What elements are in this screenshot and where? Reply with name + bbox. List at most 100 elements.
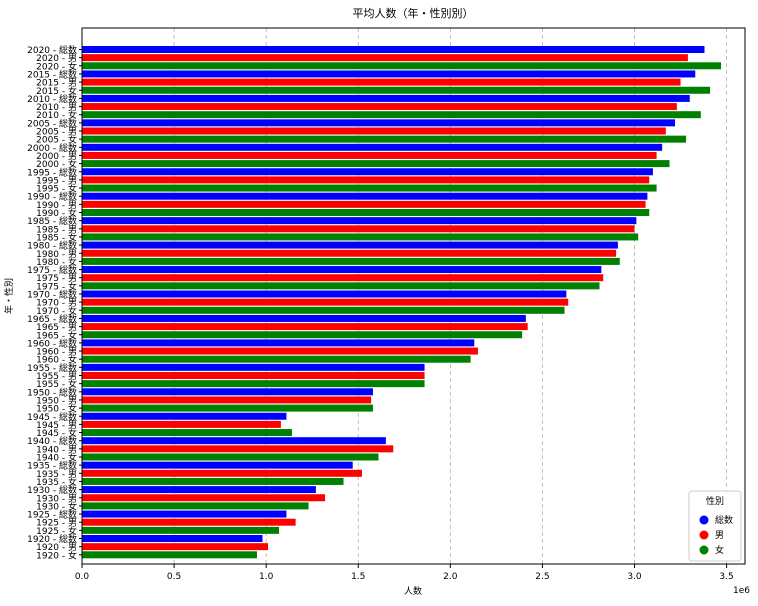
bar (82, 54, 688, 62)
bar (82, 543, 269, 551)
bar (82, 160, 670, 168)
bar (82, 461, 353, 469)
bar (82, 494, 326, 502)
x-tick-label: 0.5 (167, 572, 181, 582)
bar (82, 274, 604, 282)
bar (82, 217, 637, 225)
bar (82, 168, 653, 176)
bar (82, 445, 394, 453)
legend-entry: 女 (715, 544, 724, 556)
y-tick-label: 1980 - 男 (36, 249, 77, 260)
bar (82, 437, 386, 445)
legend-title: 性別 (706, 495, 724, 507)
y-tick-label: 2005 - 総数 (27, 117, 77, 129)
y-axis-label: 年・性別 (3, 278, 15, 314)
bar (82, 469, 362, 477)
bar (82, 86, 711, 94)
bar (82, 502, 309, 510)
y-tick-label: 2020 - 男 (36, 53, 77, 64)
bar (82, 518, 296, 526)
y-tick-label: 1935 - 男 (36, 469, 77, 480)
bar (82, 486, 316, 494)
y-tick-label: 1950 - 男 (36, 395, 77, 406)
y-tick-label: 1955 - 男 (36, 371, 77, 382)
legend-entry: 総数 (715, 514, 733, 526)
bar (82, 62, 722, 70)
y-tick-label: 1980 - 女 (36, 256, 77, 268)
bar (82, 209, 650, 216)
y-tick-label: 1940 - 女 (36, 452, 77, 464)
bar (82, 551, 257, 559)
y-tick-label: 2015 - 男 (36, 78, 77, 89)
y-tick-label: 2000 - 総数 (27, 142, 77, 154)
bar (82, 477, 344, 485)
y-tick-label: 1985 - 男 (36, 224, 77, 235)
bar (82, 176, 650, 184)
y-tick-label: 2020 - 女 (36, 60, 77, 72)
y-tick-label: 1975 - 男 (36, 273, 77, 284)
bar (82, 372, 425, 379)
bar (82, 323, 528, 331)
y-tick-label: 1970 - 女 (36, 305, 77, 317)
y-tick-label: 1930 - 女 (36, 500, 77, 512)
y-tick-label: 1980 - 総数 (27, 240, 77, 252)
bar (82, 453, 379, 461)
y-tick-label: 2015 - 総数 (27, 68, 77, 80)
bar (82, 135, 687, 143)
bar (82, 241, 618, 249)
bar (82, 429, 292, 437)
bar (82, 119, 676, 127)
bar (82, 331, 523, 339)
x-tick-label: 2.5 (535, 572, 549, 582)
y-tick-label: 1950 - 総数 (27, 386, 77, 398)
bar (82, 192, 648, 200)
y-tick-label: 1955 - 総数 (27, 362, 77, 374)
bar (82, 290, 567, 298)
y-tick-label: 1970 - 総数 (27, 289, 77, 301)
plot-frame (81, 27, 746, 565)
y-tick-label: 1935 - 総数 (27, 460, 77, 472)
y-tick-label: 2005 - 女 (36, 134, 77, 146)
y-tick-label: 1925 - 男 (36, 518, 77, 529)
bar (82, 257, 620, 265)
bar (82, 404, 373, 412)
y-tick-label: 1995 - 総数 (27, 166, 77, 178)
y-tick-label: 1995 - 男 (36, 175, 77, 186)
y-tick-label: 1950 - 女 (36, 403, 77, 415)
bar (82, 127, 666, 135)
y-tick-label: 1945 - 総数 (27, 411, 77, 423)
y-tick-label: 2000 - 男 (36, 151, 77, 162)
bar (82, 363, 425, 371)
x-tick-label: 1.5 (351, 572, 365, 582)
x-offset-label: 1e6 (733, 586, 750, 596)
y-tick-label: 2020 - 総数 (27, 44, 77, 56)
y-tick-label: 1940 - 総数 (27, 435, 77, 447)
y-tick-label: 1985 - 総数 (27, 215, 77, 227)
legend-marker (699, 545, 709, 555)
bar (82, 282, 600, 290)
y-tick-label: 1960 - 総数 (27, 337, 77, 349)
bar (82, 306, 565, 314)
y-tick-label: 1925 - 女 (36, 525, 77, 537)
bar (82, 355, 471, 363)
bar (82, 143, 663, 151)
y-tick-label: 1975 - 女 (36, 280, 77, 292)
y-tick-label: 1920 - 総数 (27, 533, 77, 545)
bar (82, 535, 263, 542)
bar (82, 233, 639, 241)
bar (82, 420, 281, 428)
y-tick-label: 1960 - 女 (36, 354, 77, 366)
bar (82, 380, 425, 388)
y-tick-label: 1920 - 男 (36, 542, 77, 553)
x-tick-label: 3.5 (719, 572, 733, 582)
bar (82, 151, 657, 159)
bar (82, 396, 372, 404)
y-tick-label: 1935 - 女 (36, 476, 77, 488)
bar (82, 70, 696, 78)
y-tick-label: 1940 - 男 (36, 444, 77, 455)
y-tick-label: 1990 - 総数 (27, 191, 77, 203)
y-tick-label: 1945 - 男 (36, 420, 77, 431)
x-tick-label: 3.0 (627, 572, 642, 582)
bar (82, 347, 478, 355)
